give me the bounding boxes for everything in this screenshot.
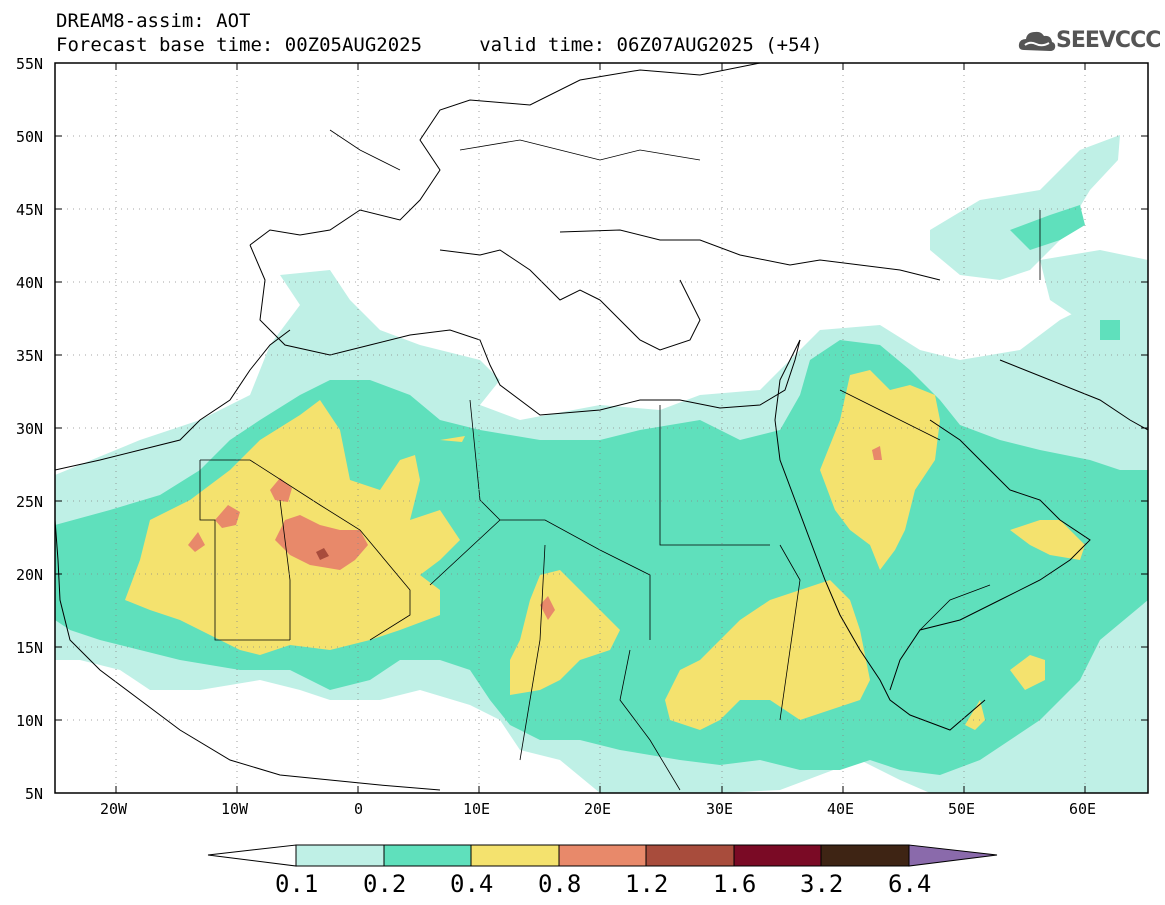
colorbar-label: 3.2 [800, 870, 844, 898]
lat-label: 5N [25, 785, 44, 803]
lat-label: 50N [16, 128, 44, 146]
lon-label: 10W [221, 800, 249, 818]
colorbar-swatch [645, 844, 735, 867]
colorbar-swatch [733, 844, 822, 867]
lat-label: 45N [16, 201, 44, 219]
colorbar [207, 844, 998, 867]
colorbar-label: 1.2 [625, 870, 669, 898]
colorbar-swatch [470, 844, 560, 867]
cloud-logo-icon [1018, 31, 1056, 51]
colorbar-swatch [820, 844, 910, 867]
graticule [55, 63, 1148, 793]
aot-band-0.8-1.2 [188, 446, 882, 620]
axis-ticks [55, 63, 1148, 793]
lon-label: 30E [706, 800, 734, 818]
lon-label: 0 [354, 800, 364, 818]
colorbar-swatch [558, 844, 647, 867]
colorbar-label: 0.8 [538, 870, 582, 898]
lat-label: 55N [16, 55, 44, 73]
colorbar-high-arrow [908, 844, 998, 867]
lon-label: 20E [584, 800, 612, 818]
title-line-2: Forecast base time: 00Z05AUG2025 valid t… [56, 34, 823, 56]
lon-label: 40E [827, 800, 855, 818]
colorbar-label: 6.4 [888, 870, 932, 898]
lat-label: 10N [16, 712, 44, 730]
logo-text: SEEVCCC [1056, 28, 1161, 53]
lon-label: 60E [1069, 800, 1097, 818]
colorbar-swatch [295, 844, 385, 867]
title-line-1: DREAM8-assim: AOT [56, 10, 251, 32]
aot-band-1.2-1.6 [316, 548, 329, 560]
colorbar-label: 0.4 [450, 870, 494, 898]
lat-label: 35N [16, 347, 44, 365]
lat-label: 25N [16, 493, 44, 511]
lat-label: 30N [16, 420, 44, 438]
lon-label: 50E [948, 800, 976, 818]
colorbar-low-arrow [207, 844, 297, 867]
lon-label: 20W [100, 800, 128, 818]
lat-label: 40N [16, 274, 44, 292]
colorbar-swatch [383, 844, 472, 867]
colorbar-label: 1.6 [713, 870, 757, 898]
country-borders [199, 129, 1041, 791]
coastlines [55, 63, 1148, 791]
lat-label: 15N [16, 639, 44, 657]
colorbar-label: 0.2 [363, 870, 407, 898]
colorbar-label: 0.1 [275, 870, 319, 898]
lon-label: 10E [463, 800, 491, 818]
lat-label: 20N [16, 566, 44, 584]
